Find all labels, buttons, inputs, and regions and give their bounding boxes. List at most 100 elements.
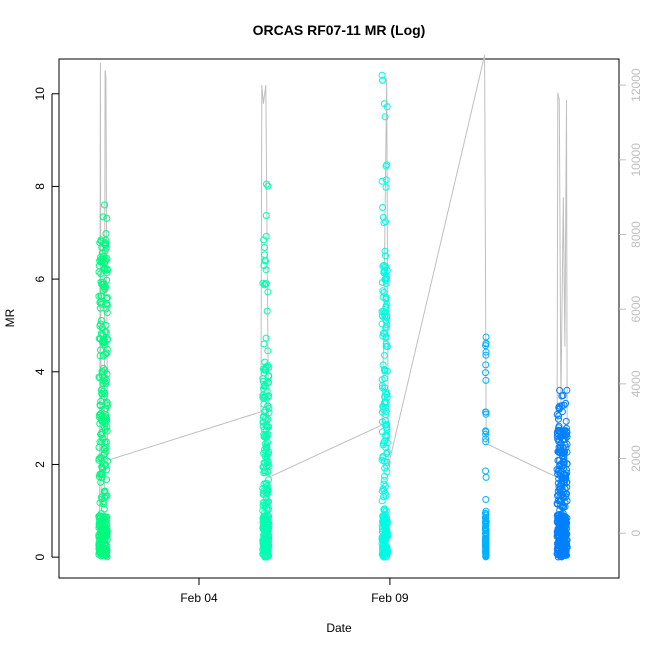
data-point (259, 491, 267, 498)
data-point (263, 180, 270, 188)
data-point (262, 479, 270, 487)
data-point (102, 447, 110, 455)
data-point (554, 532, 562, 540)
data-point (264, 347, 272, 355)
data-point (382, 308, 390, 316)
data-point (260, 262, 268, 269)
altitude-line (99, 55, 568, 526)
series-2016-02-08 (378, 71, 391, 561)
data-point (96, 420, 104, 428)
data-point (103, 527, 111, 535)
data-point (263, 489, 271, 497)
data-point (95, 538, 103, 546)
data-point (96, 411, 103, 419)
data-point (262, 266, 270, 274)
data-point (261, 392, 269, 400)
data-point (97, 386, 105, 394)
data-point (103, 299, 111, 307)
data-point (100, 407, 108, 415)
data-point (555, 523, 563, 531)
data-point (560, 435, 568, 443)
data-point (378, 428, 386, 436)
data-point (382, 323, 390, 331)
data-point (102, 544, 110, 552)
data-point (100, 337, 108, 345)
data-point (262, 232, 270, 240)
data-point (99, 352, 107, 360)
data-point (379, 405, 387, 413)
data-point (482, 339, 490, 347)
points-layer (95, 71, 571, 561)
data-point (482, 427, 490, 435)
y2-tick-label: 4000 (629, 370, 643, 397)
data-point (380, 289, 388, 296)
data-point (482, 545, 490, 553)
data-point (381, 113, 389, 121)
data-point (102, 492, 110, 500)
data-point (378, 308, 386, 316)
data-point (381, 546, 389, 554)
data-point (262, 427, 270, 435)
data-point (555, 422, 563, 430)
data-point (104, 457, 111, 465)
data-point (558, 532, 566, 540)
data-point (382, 183, 390, 191)
data-point (100, 364, 107, 372)
data-point (100, 505, 108, 513)
data-point (98, 431, 106, 439)
data-point (382, 277, 390, 285)
data-point (103, 309, 111, 317)
data-point (103, 399, 111, 406)
data-point (101, 378, 109, 386)
data-point (262, 334, 270, 342)
data-point (482, 518, 490, 526)
data-point (560, 458, 568, 466)
data-point (383, 439, 391, 447)
data-point (559, 444, 567, 452)
data-point (482, 467, 490, 475)
data-point (100, 240, 108, 248)
data-point (101, 266, 108, 274)
data-point (103, 214, 111, 222)
data-point (381, 531, 389, 539)
y-tick-label: 6 (33, 275, 47, 282)
data-point (562, 399, 570, 407)
data-point (260, 446, 268, 454)
data-point (482, 348, 490, 356)
data-point (260, 366, 268, 374)
data-point (103, 345, 111, 353)
data-point (378, 497, 386, 505)
data-point (383, 367, 391, 375)
data-point (482, 496, 490, 503)
data-point (263, 459, 271, 467)
data-point (482, 376, 490, 384)
data-point (102, 551, 110, 559)
data-point (265, 409, 273, 417)
data-point (380, 439, 388, 447)
data-point (97, 253, 105, 261)
data-point (261, 281, 268, 289)
data-point (381, 464, 389, 472)
data-point (102, 519, 110, 527)
series-2016-02-05 (259, 180, 273, 561)
data-point (378, 320, 386, 328)
data-point (259, 279, 267, 287)
data-point (97, 397, 105, 405)
data-point (381, 516, 389, 524)
data-point (102, 321, 110, 329)
data-point (259, 377, 267, 385)
data-point (482, 540, 490, 548)
data-point (563, 386, 571, 394)
x-tick-label: Feb 09 (371, 591, 409, 605)
y2-tick-label: 8000 (629, 221, 643, 248)
y-tick-label: 4 (33, 368, 47, 375)
data-point (555, 536, 563, 544)
data-point (103, 531, 111, 539)
data-point (95, 473, 103, 481)
data-point (381, 247, 389, 255)
y2-tick-label: 10000 (629, 143, 643, 177)
data-point (103, 376, 110, 384)
data-point (381, 384, 389, 392)
data-point (383, 462, 391, 470)
data-point (482, 473, 490, 481)
